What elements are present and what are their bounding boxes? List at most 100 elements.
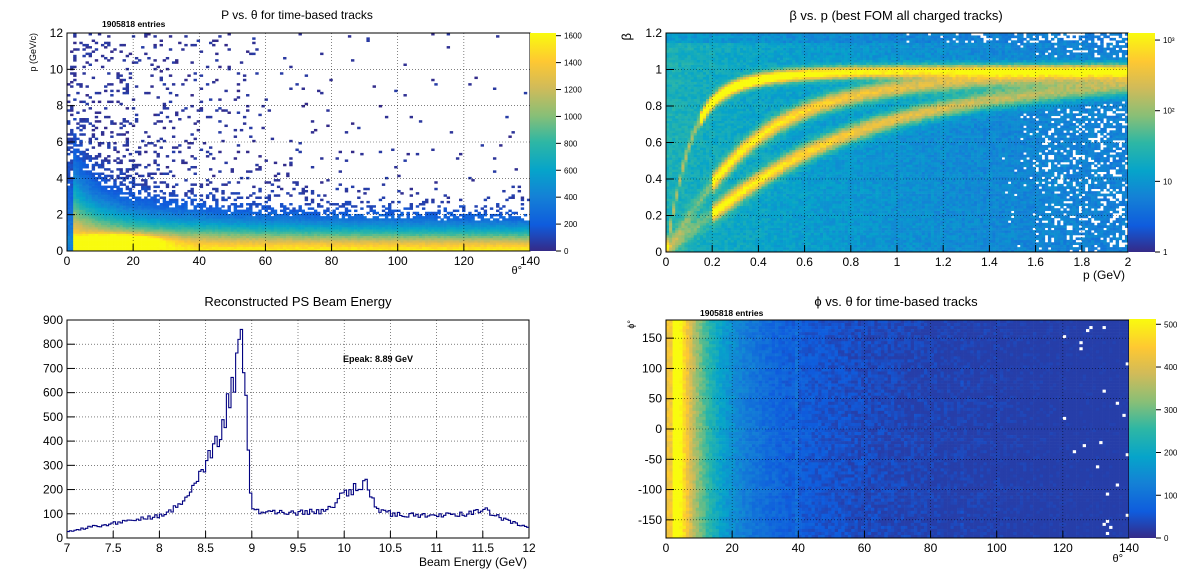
p-theta-bin [184, 194, 187, 196]
p-theta-bin [354, 220, 357, 222]
p-theta-bin [271, 238, 274, 240]
p-theta-bin [348, 244, 351, 246]
p-theta-bin [73, 188, 76, 190]
p-theta-bin [339, 240, 342, 242]
p-theta-bin [101, 220, 104, 222]
p-theta-bin [363, 244, 366, 246]
p-theta-bin [184, 247, 187, 249]
p-theta-bin [212, 194, 215, 196]
p-theta-bin [493, 227, 496, 229]
p-theta-bin [329, 247, 332, 249]
p-theta-bin [366, 240, 369, 242]
p-theta-bin [416, 216, 419, 218]
p-theta-bin [92, 238, 95, 240]
p-theta-bin [471, 225, 474, 227]
p-theta-bin [101, 201, 104, 203]
p-theta-bin [101, 218, 104, 220]
p-theta-bin [329, 227, 332, 229]
p-theta-bin [308, 207, 311, 209]
p-theta-bin [79, 244, 82, 246]
p-theta-bin [187, 146, 190, 148]
p-theta-bin [70, 138, 73, 140]
p-theta-bin [221, 183, 224, 185]
p-theta-bin [252, 234, 255, 236]
p-theta-bin [160, 210, 163, 212]
p-theta-bin [286, 223, 289, 225]
p-theta-bin [268, 223, 271, 225]
p-theta-bin [249, 135, 252, 137]
p-theta-bin [209, 212, 212, 214]
p-theta-bin [98, 190, 101, 192]
p-theta-bin [385, 223, 388, 225]
p-theta-bin [92, 244, 95, 246]
p-theta-bin [345, 220, 348, 222]
p-theta-bin [175, 111, 178, 113]
p-theta-bin [268, 242, 271, 244]
p-theta-bin [221, 210, 224, 212]
p-theta-bin [468, 247, 471, 249]
p-theta-bin [178, 210, 181, 212]
p-theta-bin [169, 210, 172, 212]
p-theta-bin [422, 207, 425, 209]
p-theta-bin [268, 218, 271, 220]
p-theta-bin [95, 234, 98, 236]
p-theta-bin [311, 234, 314, 236]
p-theta-bin [153, 238, 156, 240]
p-theta-bin [481, 214, 484, 216]
p-theta-bin [336, 231, 339, 233]
p-theta-bin [86, 218, 89, 220]
p-theta-bin [302, 227, 305, 229]
p-theta-bin [101, 242, 104, 244]
p-theta-bin [212, 238, 215, 240]
p-theta-bin [249, 240, 252, 242]
p-theta-bin [153, 223, 156, 225]
p-theta-bin [419, 236, 422, 238]
p-theta-bin [187, 74, 190, 76]
p-theta-bin [366, 229, 369, 231]
p-theta-bin [70, 129, 73, 131]
p-theta-bin [73, 181, 76, 183]
p-theta-bin [499, 216, 502, 218]
p-theta-bin [249, 127, 252, 129]
p-theta-bin [302, 247, 305, 249]
p-theta-bin [144, 35, 147, 37]
p-theta-bin [252, 212, 255, 214]
p-theta-bin [172, 135, 175, 137]
p-theta-bin [144, 223, 147, 225]
p-theta-bin [132, 223, 135, 225]
p-theta-bin [286, 192, 289, 194]
p-theta-bin [295, 229, 298, 231]
p-theta-bin [410, 247, 413, 249]
p-theta-bin [101, 186, 104, 188]
p-theta-bin [348, 35, 351, 37]
p-theta-bin [283, 238, 286, 240]
p-theta-bin [280, 229, 283, 231]
p-theta-bin [271, 223, 274, 225]
p-theta-bin [231, 236, 234, 238]
p-theta-bin [258, 166, 261, 168]
p-theta-bin [113, 197, 116, 199]
p-theta-bin [110, 197, 113, 199]
p-theta-bin [357, 240, 360, 242]
p-theta-bin [283, 212, 286, 214]
p-theta-bin [92, 129, 95, 131]
p-theta-bin [237, 225, 240, 227]
p-theta-bin [379, 220, 382, 222]
p-theta-bin [181, 83, 184, 85]
p-theta-bin [295, 216, 298, 218]
p-theta-bin [116, 77, 119, 79]
p-theta-bin [416, 240, 419, 242]
p-theta-bin [410, 240, 413, 242]
p-theta-bin [493, 218, 496, 220]
p-theta-bin [132, 186, 135, 188]
p-theta-bin [373, 223, 376, 225]
p-theta-bin [76, 227, 79, 229]
p-theta-bin [153, 68, 156, 70]
p-theta-bin [187, 223, 190, 225]
p-theta-bin [246, 207, 249, 209]
p-theta-bin [221, 242, 224, 244]
p-theta-bin [150, 177, 153, 179]
p-theta-bin [212, 220, 215, 222]
p-theta-bin [240, 203, 243, 205]
p-theta-bin [366, 223, 369, 225]
